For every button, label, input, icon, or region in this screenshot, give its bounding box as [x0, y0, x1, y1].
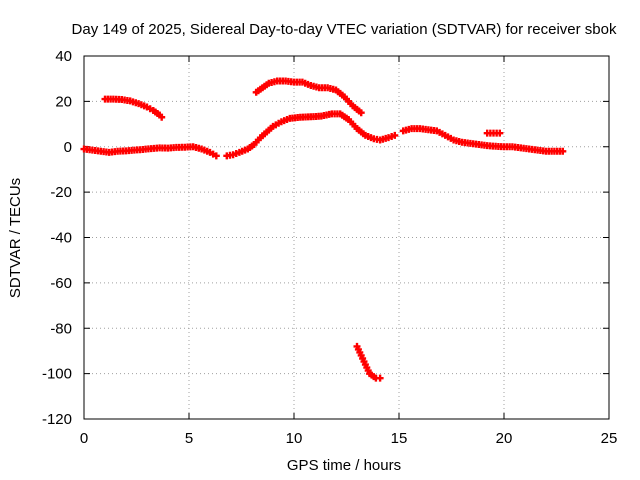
series-rise-morning [223, 110, 399, 160]
grid [84, 56, 609, 419]
data-markers [80, 77, 567, 382]
y-tick-label: 40 [55, 48, 72, 65]
series-baseline-early [80, 143, 220, 160]
x-axis-label: GPS time / hours [287, 457, 401, 474]
x-tick-label: 10 [286, 430, 303, 447]
chart-title: Day 149 of 2025, Sidereal Day-to-day VTE… [72, 21, 617, 38]
x-tick-label: 25 [601, 430, 618, 447]
y-tick-label: -60 [50, 275, 72, 292]
data-point [357, 109, 365, 117]
data-point [212, 152, 220, 160]
y-tick-label: -40 [50, 230, 72, 247]
y-tick-label: -100 [42, 366, 72, 383]
y-tick-label: -80 [50, 320, 72, 337]
series-arc-early [101, 95, 166, 121]
x-tick-label: 5 [185, 430, 193, 447]
ticks [83, 55, 610, 420]
y-tick-label: -20 [50, 184, 72, 201]
y-tick-label: 0 [64, 139, 72, 156]
x-tick-label: 20 [496, 430, 513, 447]
series-afternoon-short [483, 129, 504, 137]
x-tick-label: 0 [80, 430, 88, 447]
data-point [376, 374, 384, 382]
y-tick-label: 20 [55, 93, 72, 110]
data-point [496, 129, 504, 137]
tick-labels: 0 5 10 15 20 25 -120 -100 -80 -60 -40 -20 0 20 40 [42, 48, 617, 447]
data-point [559, 147, 567, 155]
y-axis-label: SDTVAR / TECUs [7, 178, 24, 298]
data-point [391, 131, 399, 139]
data-point [158, 113, 166, 121]
plot-frame [83, 55, 610, 420]
series-outlier-dip [353, 342, 384, 382]
y-tick-label: -120 [42, 411, 72, 428]
x-tick-label: 15 [391, 430, 408, 447]
series-arc-morning [252, 77, 365, 117]
series-afternoon [399, 125, 567, 155]
